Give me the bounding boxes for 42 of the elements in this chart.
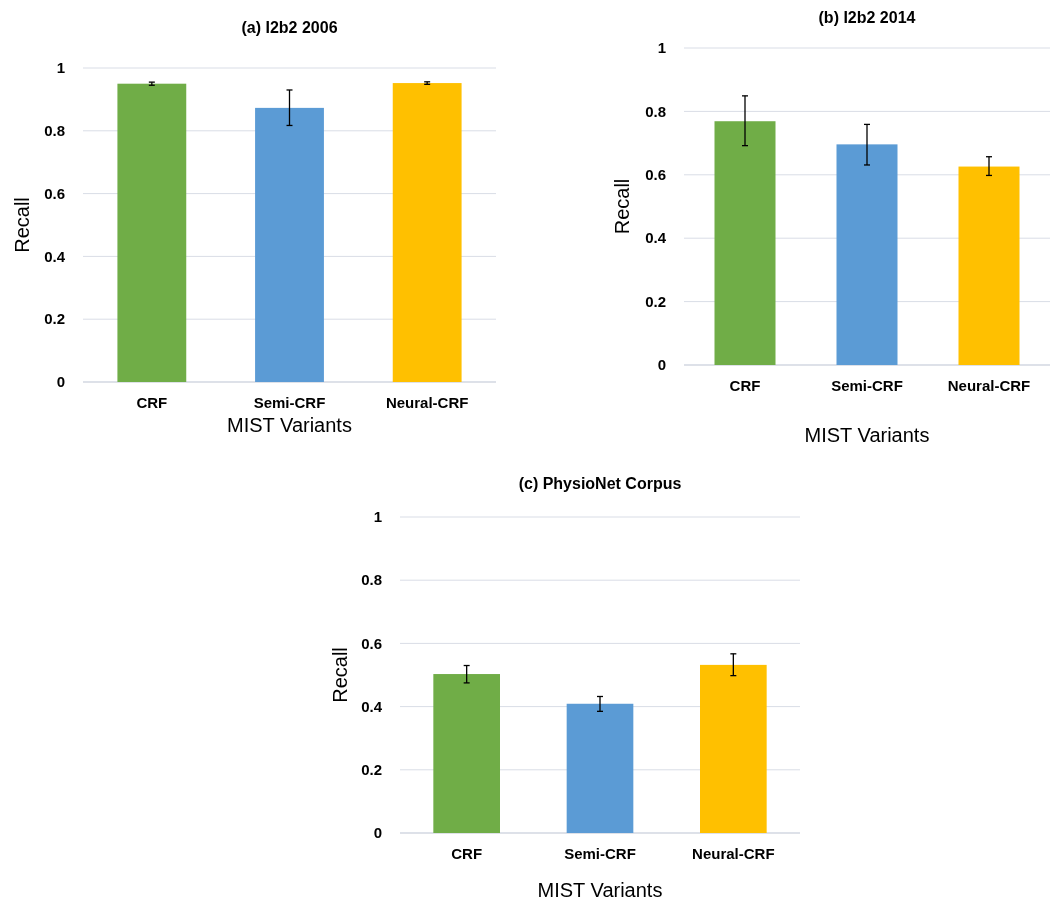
chart-title: (b) I2b2 2014 bbox=[818, 9, 916, 26]
y-tick-label: 0.8 bbox=[361, 571, 382, 589]
y-tick-label: 0.2 bbox=[645, 292, 666, 310]
bar bbox=[836, 144, 898, 365]
x-axis-title: MIST Variants bbox=[804, 424, 930, 446]
y-tick-label: 1 bbox=[56, 59, 65, 77]
chart-title: (a) I2b2 2006 bbox=[241, 19, 338, 36]
bar bbox=[714, 121, 776, 365]
bar bbox=[433, 674, 500, 833]
y-tick-label: 0.4 bbox=[361, 697, 383, 715]
y-tick-label: 0.6 bbox=[44, 184, 65, 202]
x-tick-label: Semi-CRF bbox=[831, 377, 903, 394]
y-tick-label: 0 bbox=[373, 824, 382, 842]
x-tick-label: CRF bbox=[451, 845, 483, 862]
y-axis-title: Recall bbox=[611, 178, 633, 235]
x-axis-title: MIST Variants bbox=[227, 414, 352, 436]
y-tick-label: 0 bbox=[657, 356, 666, 374]
y-tick-label: 1 bbox=[373, 508, 382, 526]
y-tick-label: 0.2 bbox=[44, 310, 65, 328]
y-axis-title: Recall bbox=[11, 197, 33, 253]
x-axis-title: MIST Variants bbox=[537, 879, 663, 901]
y-tick-label: 0.2 bbox=[361, 761, 382, 779]
chart-title: (c) PhysioNet Corpus bbox=[518, 475, 682, 492]
x-tick-label: Neural-CRF bbox=[385, 394, 469, 411]
x-tick-label: CRF bbox=[729, 377, 761, 394]
y-tick-label: 0.4 bbox=[645, 229, 667, 247]
x-tick-label: Neural-CRF bbox=[947, 377, 1031, 394]
y-tick-label: 0.8 bbox=[645, 102, 666, 120]
x-tick-label: Semi-CRF bbox=[253, 394, 326, 411]
y-tick-label: 0 bbox=[56, 373, 65, 391]
y-tick-label: 1 bbox=[657, 39, 666, 57]
bar bbox=[958, 166, 1020, 365]
y-tick-label: 0.6 bbox=[361, 634, 382, 652]
y-axis-title: Recall bbox=[329, 647, 351, 703]
x-tick-label: Semi-CRF bbox=[564, 845, 636, 862]
x-tick-label: Neural-CRF bbox=[692, 845, 775, 862]
y-tick-label: 0.4 bbox=[44, 247, 66, 265]
x-tick-label: CRF bbox=[136, 394, 168, 411]
y-tick-label: 0.8 bbox=[44, 122, 65, 140]
y-tick-label: 0.6 bbox=[645, 166, 666, 184]
bar bbox=[566, 703, 634, 833]
bar bbox=[700, 664, 767, 833]
